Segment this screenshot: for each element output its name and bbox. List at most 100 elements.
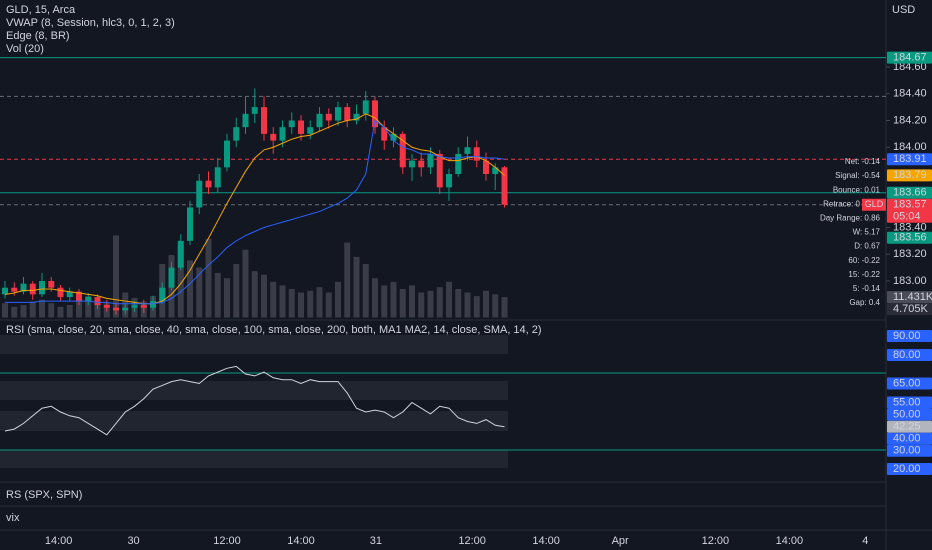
stat-label: 60: -0.22 (848, 256, 880, 265)
volume-bar (66, 305, 73, 318)
volume-bar (29, 301, 36, 318)
price-badge-label: 30.00 (893, 445, 921, 457)
candle-body (122, 307, 129, 311)
price-badge (887, 51, 932, 64)
price-badge-label: 183.56 (893, 232, 927, 244)
time-tick-label: 4 (862, 535, 868, 547)
candle-body (353, 113, 360, 121)
stat-label: Retrace: 0 (823, 199, 860, 208)
candle-body (251, 107, 258, 114)
volume-bar (381, 285, 388, 318)
candle-body (196, 180, 203, 208)
volume-bar (409, 285, 415, 318)
volume-bar (261, 274, 267, 318)
time-tick-label: Apr (612, 535, 629, 547)
price-badge-label: 90.00 (893, 330, 921, 342)
price-badge-label: 183.79 (893, 169, 927, 181)
study-label: Edge (8, BR) (6, 30, 70, 42)
symbol-tag (862, 198, 886, 211)
price-badge-label: 183.91 (893, 153, 927, 165)
time-tick-label: 14:00 (532, 535, 560, 547)
volume-bar (298, 292, 304, 318)
volume-bar (446, 281, 452, 318)
volume-bar (224, 278, 230, 318)
volume-bar (353, 256, 360, 318)
volume-bar (48, 303, 55, 318)
rsi-band (0, 381, 508, 400)
price-badge (887, 231, 932, 244)
volume-bar (270, 281, 277, 318)
stat-label: Day Range: 0.86 (820, 214, 881, 223)
stat-label: 15: -0.22 (848, 270, 880, 279)
vwap-line (4, 113, 505, 305)
price-badge-label: 55.00 (893, 396, 921, 408)
volume-bar (362, 263, 369, 318)
candle-body (473, 147, 480, 161)
price-badge (887, 349, 932, 361)
stat-label: Signal: -0.54 (835, 171, 880, 180)
rsi-band (0, 335, 508, 354)
rsi-title: RSI (sma, close, 20, sma, close, 40, sma… (6, 324, 542, 336)
price-badge (887, 463, 932, 475)
rsi-line (4, 365, 505, 436)
volume-bar (399, 288, 406, 318)
time-tick-label: 12:00 (213, 535, 241, 547)
candle-body (390, 133, 397, 141)
price-badge-label: 50.00 (893, 408, 921, 420)
volume-bar (2, 303, 8, 318)
candle-body (76, 291, 82, 302)
price-badge (887, 444, 932, 457)
stat-label: Net: -0.14 (845, 157, 881, 166)
candle-body (85, 297, 92, 302)
candle-body (159, 287, 166, 302)
time-tick-label: 14:00 (287, 535, 315, 547)
price-badge (887, 153, 932, 166)
candle-body (288, 120, 295, 128)
candle-body (261, 107, 267, 134)
candle-body (29, 283, 36, 295)
candle-body (39, 281, 45, 295)
candle-body (205, 180, 212, 188)
price-badge (887, 198, 932, 223)
candle-body (270, 133, 277, 141)
price-badge (887, 396, 932, 409)
volume-bar (113, 235, 119, 318)
price-badge-label: 183.57 (893, 199, 927, 211)
time-tick-label: 14:00 (45, 535, 73, 547)
price-tick-label: 183.40 (893, 221, 927, 233)
volume-bar (187, 260, 193, 318)
candle-body (344, 107, 351, 121)
candle-body (492, 167, 499, 174)
volume-bar (233, 263, 240, 318)
price-badge (887, 303, 932, 316)
candle-body (2, 287, 8, 295)
candle-body (325, 113, 332, 121)
candle-body (131, 305, 138, 308)
price-tick-label: 184.00 (893, 141, 927, 153)
price-badge (887, 420, 932, 433)
candle-body (381, 127, 388, 141)
candle-body (446, 174, 452, 188)
volume-bar (418, 292, 425, 318)
price-badge (887, 186, 932, 199)
rsi-band (0, 411, 508, 431)
candle-body (483, 160, 489, 174)
candle-body (20, 283, 27, 292)
candle-body (103, 305, 110, 308)
time-tick-label: 12:00 (702, 535, 730, 547)
symbol-tag-label: GLD (865, 199, 884, 209)
volume-bar (242, 249, 249, 318)
edge-line (5, 119, 505, 305)
price-badge-label: 4.705K (893, 303, 929, 315)
price-badge (887, 330, 932, 342)
price-badge (887, 408, 932, 421)
volume-bar (20, 305, 27, 318)
price-badge-label: 42.25 (893, 421, 921, 433)
currency: USD (892, 4, 915, 16)
candle-body (418, 160, 425, 168)
candle-body (316, 113, 323, 128)
price-badge-label: 184.67 (893, 52, 927, 64)
stat-label: W: 5.17 (853, 228, 881, 237)
candle-body (66, 291, 73, 298)
